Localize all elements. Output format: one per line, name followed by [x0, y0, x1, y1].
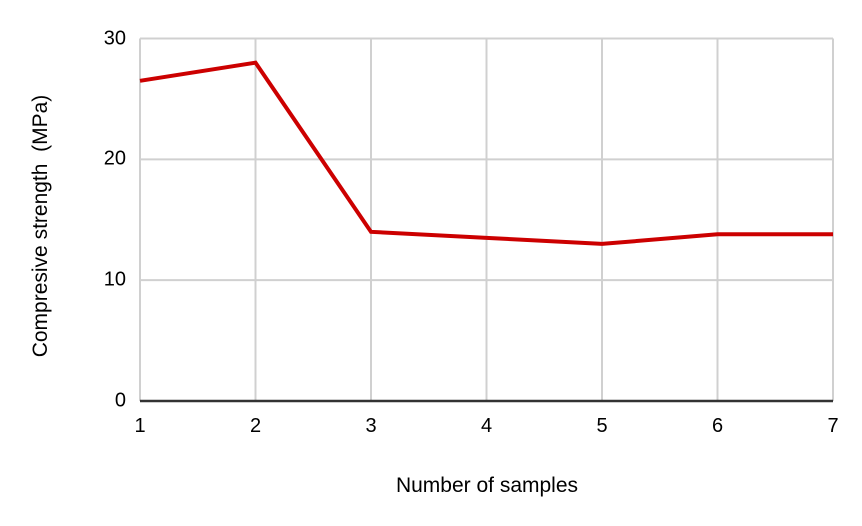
- y-axis-title: Compresive strength (MPa): [29, 94, 52, 358]
- y-tick-label-30: 30: [103, 27, 126, 49]
- x-axis-title: Number of samples: [395, 474, 579, 497]
- x-tick-label-3: 3: [365, 415, 377, 437]
- x-tick-label-5: 5: [596, 415, 608, 437]
- y-tick-label-20: 20: [103, 147, 126, 170]
- y-tick-label-0: 0: [114, 389, 126, 412]
- x-tick-label-7: 7: [827, 415, 839, 437]
- y-tick-label-10: 10: [103, 268, 126, 291]
- series-line: [139, 60, 833, 246]
- x-tick-label-2: 2: [249, 415, 262, 437]
- x-tick-label-6: 6: [711, 415, 724, 437]
- x-tick-label-1: 1: [134, 415, 146, 437]
- x-tick-label-4: 4: [480, 415, 493, 437]
